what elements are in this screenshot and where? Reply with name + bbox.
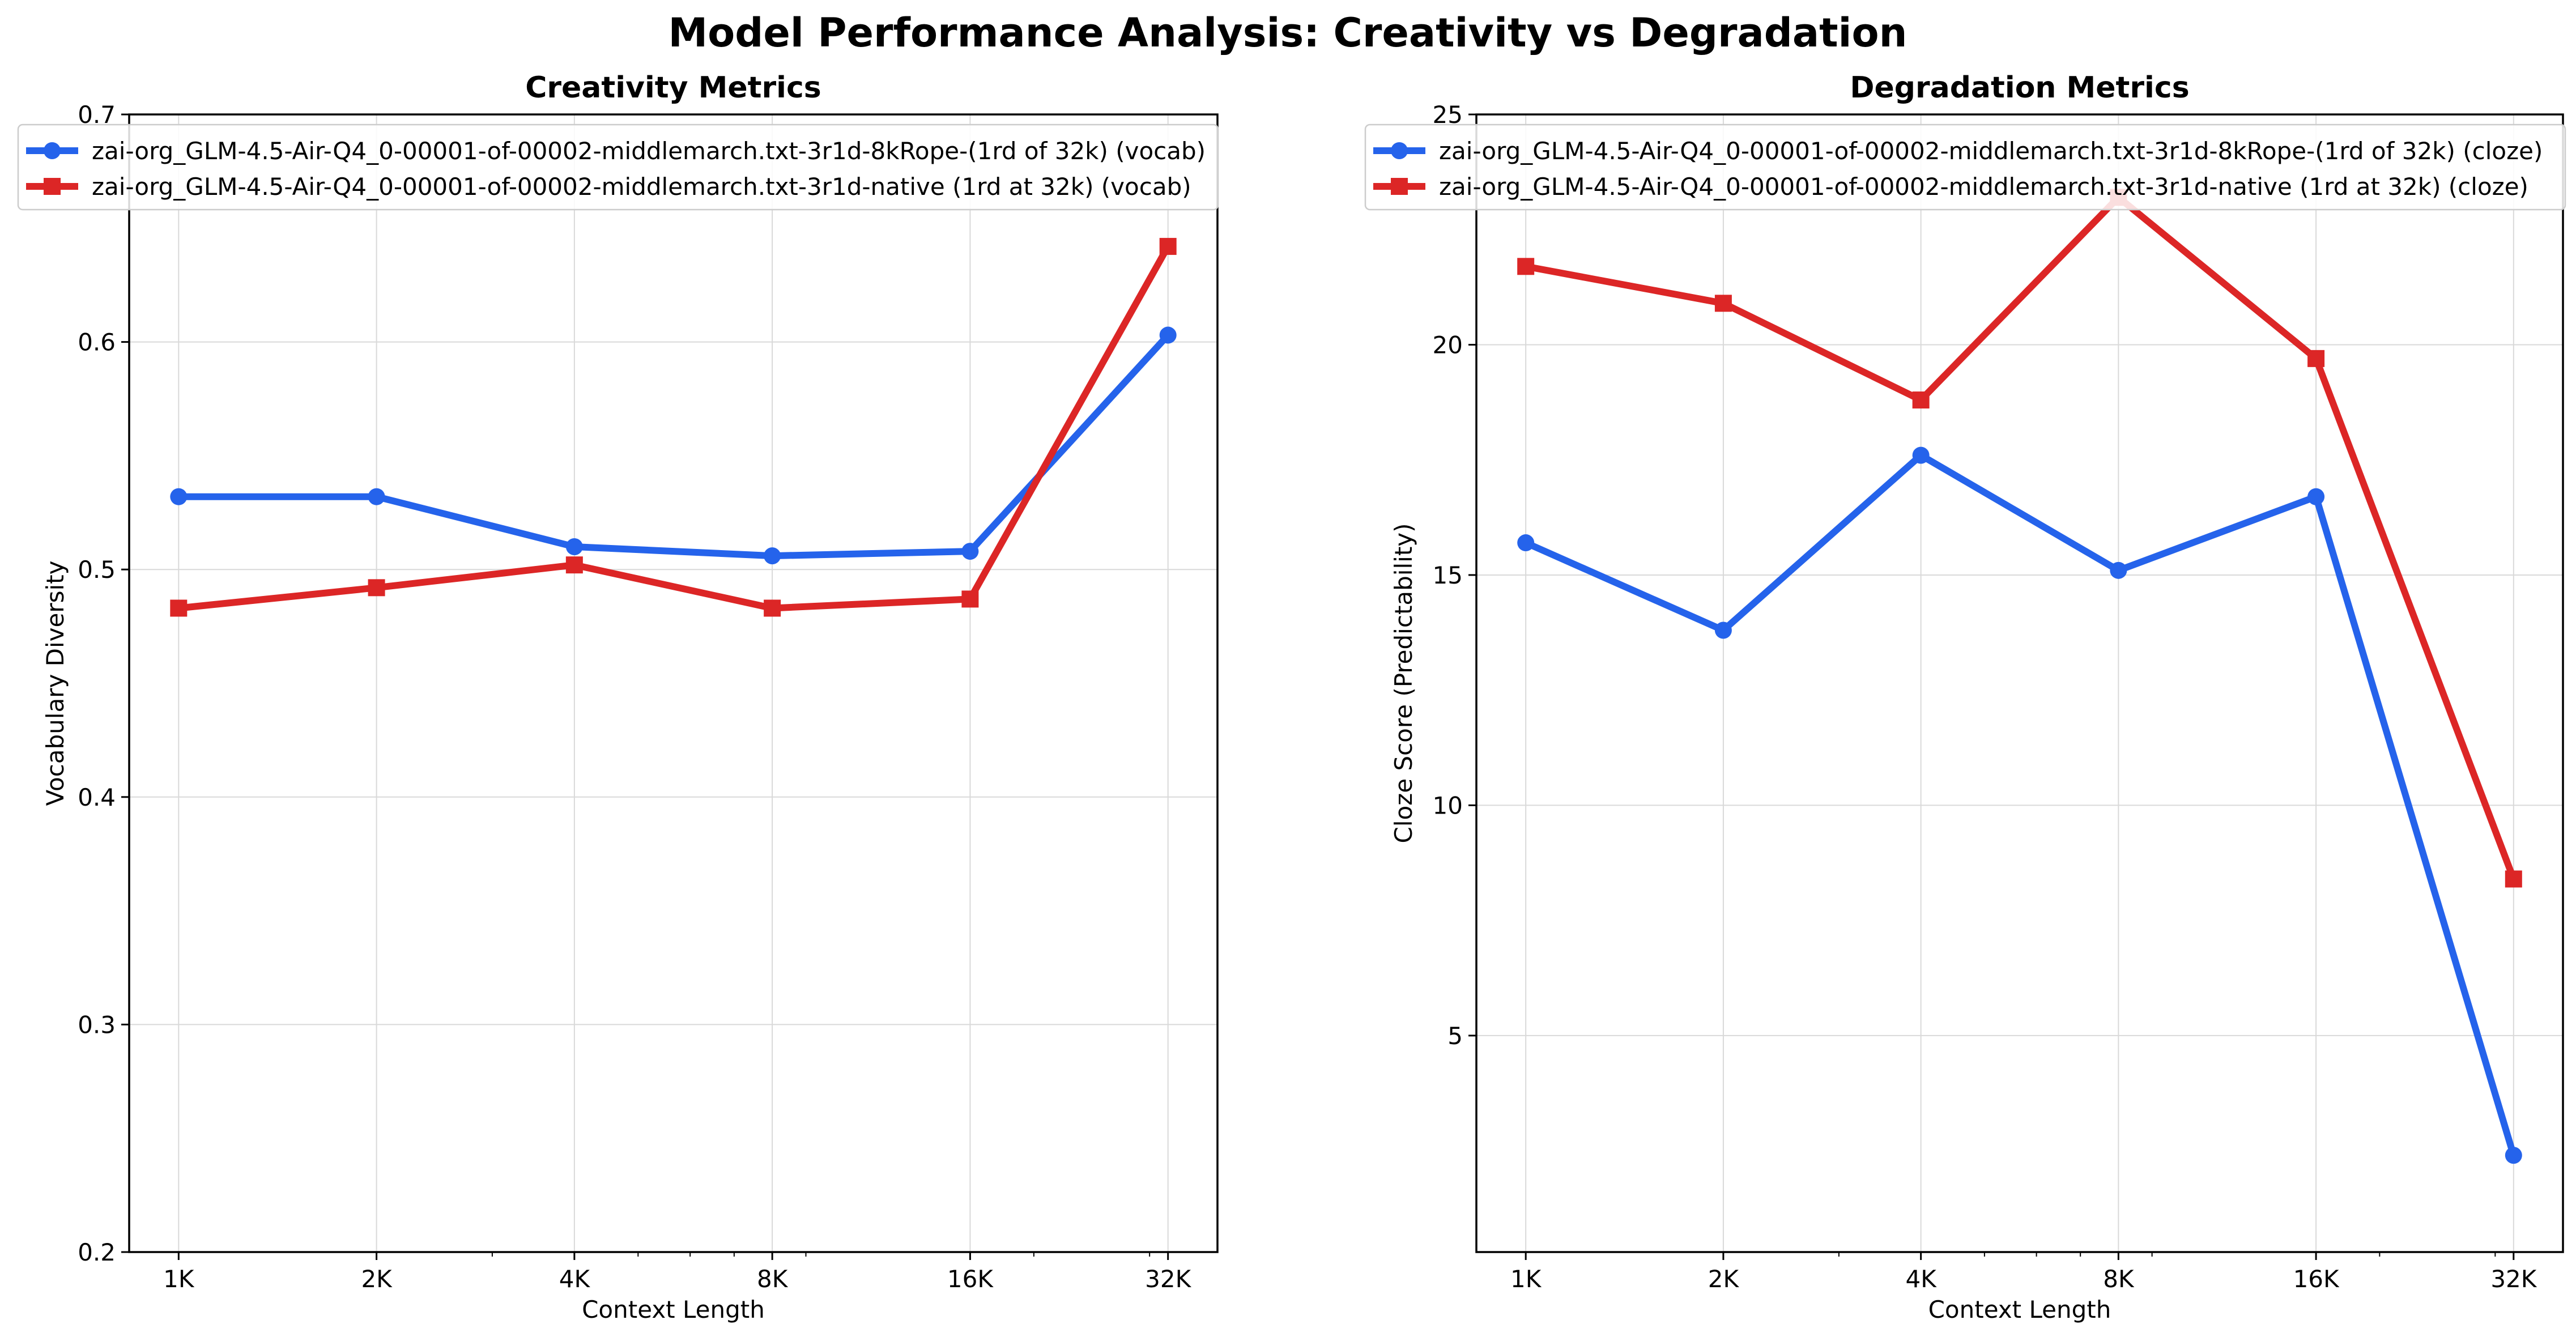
y-tick-label: 0.6 <box>78 329 116 356</box>
plot-frame <box>1475 113 2564 1253</box>
data-point-square <box>2307 350 2325 367</box>
legend-entry-label: zai-org_GLM-4.5-Air-Q4_0-00001-of-00002-… <box>1439 173 2528 201</box>
x-tick-label: 32K <box>2490 1265 2537 1293</box>
x-tick-label: 8K <box>2103 1265 2135 1293</box>
series-red <box>1517 189 2522 888</box>
y-tick-label: 15 <box>1433 561 1463 589</box>
data-point-circle <box>961 543 979 560</box>
data-point-circle <box>764 547 781 565</box>
data-point-circle <box>1912 446 1930 464</box>
y-tick-label: 0.2 <box>78 1238 116 1266</box>
legend-marker-circle <box>1391 142 1408 159</box>
series-blue <box>170 326 1177 565</box>
x-tick-label: 8K <box>757 1265 789 1293</box>
y-tick-label: 0.4 <box>78 784 116 811</box>
x-tick-label: 1K <box>1510 1265 1542 1293</box>
series-line <box>175 242 1172 612</box>
data-point-circle <box>2505 1147 2522 1164</box>
x-tick-label: 4K <box>1906 1265 1938 1293</box>
data-point-circle <box>1159 326 1177 344</box>
data-point-circle <box>1517 534 1535 552</box>
chart-title: Degradation Metrics <box>1850 71 2189 105</box>
legend-entry-label: zai-org_GLM-4.5-Air-Q4_0-00001-of-00002-… <box>92 173 1191 201</box>
legend-marker-square <box>44 178 61 195</box>
x-axis-label: Context Length <box>582 1296 765 1323</box>
legend-box <box>17 124 1219 211</box>
y-axis-label: Vocabulary Diversity <box>41 560 69 806</box>
data-point-square <box>1159 237 1177 255</box>
data-point-square <box>565 556 583 574</box>
data-point-circle <box>368 488 385 505</box>
data-point-square <box>368 579 385 597</box>
legend: zai-org_GLM-4.5-Air-Q4_0-00001-of-00002-… <box>17 124 1219 211</box>
plot-frame <box>128 113 1219 1253</box>
series-line <box>1522 194 2517 883</box>
y-tick-label: 5 <box>1447 1022 1463 1050</box>
data-point-circle <box>2110 561 2127 579</box>
chart-title: Creativity Metrics <box>525 71 821 105</box>
series-line <box>1522 452 2517 1159</box>
data-point-square <box>764 599 781 617</box>
legend-marker-square <box>1391 178 1408 195</box>
creativity-chart-panel: 1K 2K 4K 8K 16K 32K0.20.30.40.50.60.7Creativi… <box>17 71 1219 1323</box>
data-point-square <box>1714 295 1732 312</box>
y-axis-label: Cloze Score (Predictability) <box>1390 523 1417 843</box>
data-point-circle <box>1714 621 1732 639</box>
x-tick-label: 4K <box>559 1265 591 1293</box>
y-tick-label: 10 <box>1433 791 1463 819</box>
data-point-square <box>2505 870 2522 888</box>
data-point-circle <box>565 538 583 556</box>
x-tick-label: 2K <box>361 1265 393 1293</box>
x-tick-label: 16K <box>947 1265 994 1293</box>
y-tick-label: 0.5 <box>78 556 116 584</box>
series-red <box>170 237 1177 617</box>
data-point-circle <box>2307 488 2325 505</box>
legend-entry-label: zai-org_GLM-4.5-Air-Q4_0-00001-of-00002-… <box>1439 137 2543 165</box>
series-blue <box>1517 446 2522 1164</box>
data-point-square <box>1517 258 1535 275</box>
figure-title: Model Performance Analysis: Creativity v… <box>669 10 1907 56</box>
legend: zai-org_GLM-4.5-Air-Q4_0-00001-of-00002-… <box>1364 124 2566 211</box>
x-tick-label: 16K <box>2293 1265 2340 1293</box>
series-line <box>175 331 1172 560</box>
data-point-square <box>170 599 188 617</box>
legend-marker-circle <box>44 142 61 159</box>
legend-entry-label: zai-org_GLM-4.5-Air-Q4_0-00001-of-00002-… <box>92 137 1206 165</box>
y-tick-label: 0.3 <box>78 1011 116 1038</box>
data-point-circle <box>170 488 188 505</box>
x-axis-label: Context Length <box>1928 1296 2111 1323</box>
x-tick-label: 2K <box>1708 1265 1740 1293</box>
data-point-square <box>961 590 979 608</box>
x-tick-label: 32K <box>1145 1265 1191 1293</box>
x-tick-label: 1K <box>163 1265 195 1293</box>
legend-box <box>1364 124 2566 211</box>
y-tick-label: 20 <box>1433 331 1463 359</box>
data-point-square <box>1912 391 1930 409</box>
